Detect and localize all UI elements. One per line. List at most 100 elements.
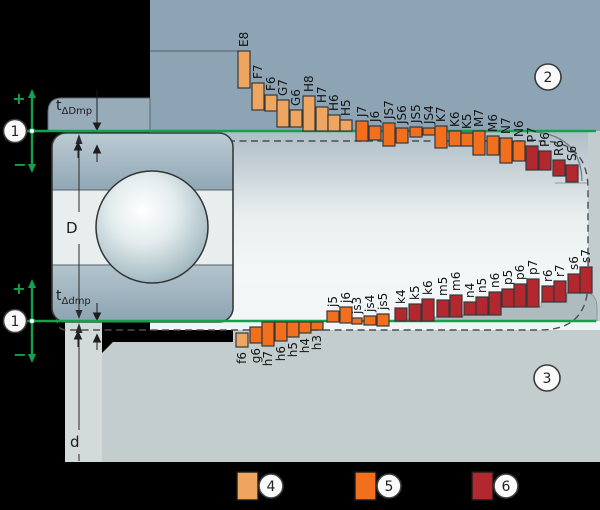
- fit-bar-label: p6: [513, 265, 527, 280]
- fit-bar-J6: [368, 125, 382, 141]
- fit-bar-label: H6: [327, 94, 341, 111]
- fit-bar-P6: [538, 150, 552, 171]
- fit-bar-label: k6: [421, 280, 435, 295]
- fit-bar-G7: [276, 99, 290, 128]
- dimension-arrowheads: [75, 134, 83, 333]
- fit-bar-label: p5: [501, 270, 515, 285]
- fit-bar-label: J6: [368, 111, 382, 123]
- housing-region: [150, 0, 600, 131]
- fit-bar-label: j5: [326, 296, 340, 308]
- fit-bar-js4: [363, 315, 377, 326]
- fit-bar-label: n4: [463, 283, 477, 298]
- fit-bar-p5: [501, 288, 515, 308]
- fit-bar-j5: [326, 310, 340, 323]
- fit-bar-h4: [298, 321, 312, 334]
- fit-bar-label: js4: [363, 295, 377, 313]
- plus-minus-shaft: + −: [12, 279, 36, 364]
- fit-bar-label: F7: [251, 64, 265, 79]
- fit-bar-label: JS5: [409, 104, 423, 124]
- fit-bar-P7: [525, 145, 539, 171]
- fit-bar-label: N7: [499, 117, 513, 134]
- outside-diameter-label: D: [66, 219, 78, 237]
- fit-bar-JS4: [422, 127, 436, 136]
- fit-bar-label: h6: [274, 346, 288, 361]
- fit-bar-label: H5: [339, 99, 353, 116]
- marker-housing: 2: [534, 63, 562, 91]
- bearing-ball: [95, 170, 209, 284]
- fit-bar-G6: [289, 109, 303, 128]
- fit-bar-label: N6: [512, 120, 526, 137]
- fit-bar-label: k4: [394, 289, 408, 304]
- fit-bar-label: m6: [449, 272, 463, 291]
- svg-text:1: 1: [11, 124, 20, 140]
- plus-sign-shaft: +: [12, 279, 25, 298]
- fit-bar-H6: [327, 114, 341, 132]
- fit-bar-label: M6: [486, 114, 500, 132]
- fit-bar-H5: [339, 119, 353, 132]
- fit-bar-label: n5: [475, 278, 489, 293]
- fit-bar-h6: [274, 321, 288, 342]
- legend-marker-clearance: [258, 473, 284, 499]
- marker-zero-line-shaft: 1: [2, 308, 28, 334]
- fit-bar-n5: [475, 296, 489, 316]
- fit-bar-s6: [567, 273, 581, 294]
- fit-bar-M6: [486, 135, 500, 156]
- minus-sign-shaft: −: [13, 345, 26, 364]
- fit-bar-label: S6: [565, 146, 579, 161]
- legend-swatch-interference: [471, 471, 494, 501]
- fit-bar-J7: [355, 120, 369, 142]
- fit-bar-M7: [472, 130, 486, 156]
- fit-bar-k4: [394, 307, 408, 322]
- marker-zero-line-housing: 1: [2, 118, 28, 144]
- svg-text:3: 3: [543, 371, 552, 387]
- fit-bar-label: s6: [567, 256, 581, 270]
- fit-bar-S6: [565, 164, 579, 183]
- fit-bar-JS5: [409, 126, 423, 138]
- fit-bar-label: JS4: [422, 105, 436, 125]
- fit-bar-label: h4: [298, 338, 312, 353]
- fit-bar-label: M7: [472, 109, 486, 127]
- legend-number: 6: [502, 479, 511, 495]
- fit-bar-label: g6: [249, 348, 263, 363]
- fit-bar-j6: [339, 306, 353, 324]
- fit-bar-p7: [526, 278, 540, 308]
- legend-number: 4: [267, 479, 276, 495]
- fit-bar-label: j6: [339, 292, 353, 304]
- fit-bar-label: P7: [525, 127, 539, 142]
- minus-sign-housing: −: [13, 155, 26, 174]
- fit-bar-m5: [436, 299, 450, 318]
- plus-minus-housing: + −: [12, 89, 36, 174]
- housing-tolerance-arrows: [73, 90, 102, 162]
- shaft-tolerance-label: tΔdmp: [56, 288, 91, 307]
- svg-text:1: 1: [11, 314, 20, 330]
- fit-bar-n6: [488, 291, 502, 316]
- fit-bar-g6: [249, 326, 263, 344]
- fit-bar-E8: [237, 50, 251, 89]
- fit-bar-label: f6: [235, 352, 249, 364]
- fit-bar-label: P6: [538, 132, 552, 147]
- fit-bar-js3: [351, 317, 363, 325]
- housing-corner-line: [535, 131, 583, 182]
- fit-bar-H8: [302, 95, 316, 132]
- fit-bar-label: h5: [286, 342, 300, 357]
- fit-bar-k6: [421, 298, 435, 322]
- fit-bar-h5: [286, 321, 300, 338]
- fit-bar-label: h7: [261, 351, 275, 366]
- bearing-cross-section: [51, 132, 234, 323]
- fit-bar-label: js3: [350, 297, 364, 315]
- fit-bar-label: r6: [541, 269, 555, 282]
- fit-bar-K6: [448, 130, 462, 147]
- fit-bar-label: s7: [579, 249, 593, 263]
- plus-sign-housing: +: [12, 89, 25, 108]
- fit-bar-label: K5: [460, 113, 474, 129]
- fit-bar-label: H7: [315, 86, 329, 103]
- fit-bar-R6: [552, 159, 566, 177]
- fit-bar-label: K6: [448, 111, 462, 127]
- fit-bar-label: R6: [552, 140, 566, 156]
- fit-bar-label: k5: [408, 285, 422, 300]
- fit-bar-h3: [310, 321, 324, 331]
